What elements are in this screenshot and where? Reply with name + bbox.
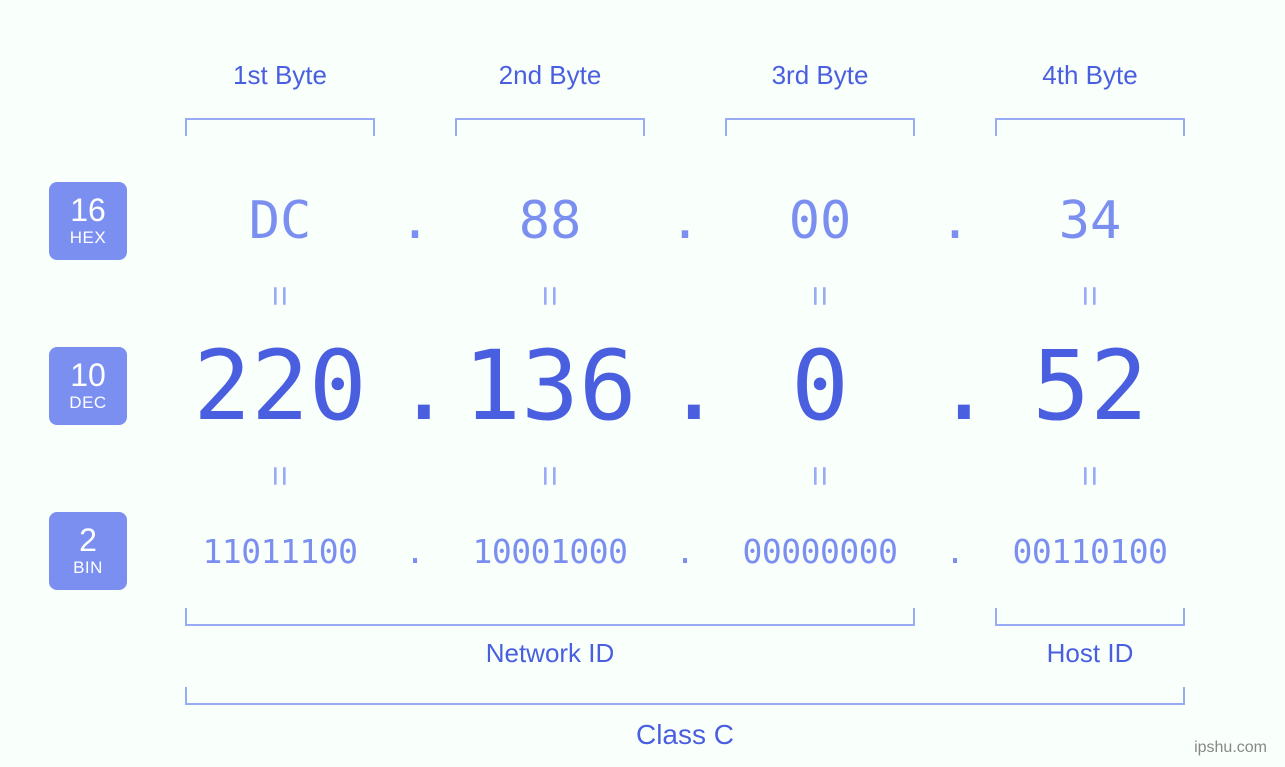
- top-bracket: [455, 118, 645, 136]
- dot: .: [395, 191, 435, 251]
- equals-icon: =: [799, 361, 841, 591]
- dot: .: [935, 532, 975, 571]
- class-section: Class C: [45, 687, 1240, 751]
- equals-row: = = = =: [45, 446, 1240, 506]
- base-name: BIN: [73, 558, 103, 578]
- top-bracket: [725, 118, 915, 136]
- host-id-bracket: [995, 608, 1185, 626]
- dot: .: [935, 191, 975, 251]
- network-id-label: Network ID: [165, 638, 935, 669]
- equals-icon: =: [529, 361, 571, 591]
- equals-row: = = = =: [45, 266, 1240, 326]
- class-bracket: [185, 687, 1185, 705]
- dot: .: [395, 338, 435, 434]
- base-name: HEX: [70, 228, 106, 248]
- dot: .: [665, 338, 705, 434]
- dot: .: [935, 338, 975, 434]
- byte-header-3: 3rd Byte: [705, 60, 935, 91]
- base-badge-bin: 2 BIN: [49, 512, 127, 590]
- base-num: 2: [79, 524, 97, 556]
- top-bracket: [185, 118, 375, 136]
- watermark: ipshu.com: [1194, 739, 1267, 757]
- base-num: 10: [70, 359, 106, 391]
- id-section: Network ID Host ID: [45, 608, 1240, 669]
- hex-row: 16 HEX DC . 88 . 00 . 34: [45, 176, 1240, 266]
- equals-icon: =: [1069, 361, 1111, 591]
- byte-header-row: 1st Byte 2nd Byte 3rd Byte 4th Byte: [45, 40, 1240, 110]
- base-badge-hex: 16 HEX: [49, 182, 127, 260]
- bin-row: 2 BIN 11011100 . 10001000 . 00000000 . 0…: [45, 506, 1240, 596]
- dot: .: [395, 532, 435, 571]
- top-bracket-row: [45, 110, 1240, 136]
- base-num: 16: [70, 194, 106, 226]
- byte-header-4: 4th Byte: [975, 60, 1205, 91]
- ip-diagram: 1st Byte 2nd Byte 3rd Byte 4th Byte 16 H…: [45, 40, 1240, 751]
- host-id-label: Host ID: [975, 638, 1205, 669]
- byte-header-2: 2nd Byte: [435, 60, 665, 91]
- dot: .: [665, 191, 705, 251]
- equals-icon: =: [259, 361, 301, 591]
- dot: .: [665, 532, 705, 571]
- base-name: DEC: [69, 393, 106, 413]
- top-bracket: [995, 118, 1185, 136]
- dec-row: 10 DEC 220 . 136 . 0 . 52: [45, 326, 1240, 446]
- network-id-bracket: [185, 608, 915, 626]
- byte-header-1: 1st Byte: [165, 60, 395, 91]
- base-badge-dec: 10 DEC: [49, 347, 127, 425]
- class-label: Class C: [165, 719, 1205, 751]
